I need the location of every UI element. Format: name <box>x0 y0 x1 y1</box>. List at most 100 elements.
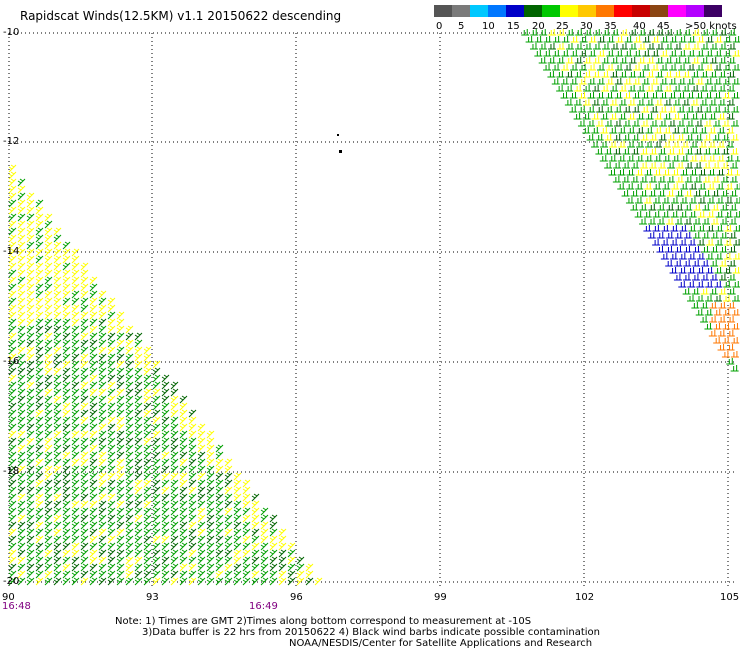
colorbar-label: 30 <box>580 21 593 32</box>
wind-barb <box>116 388 125 397</box>
wind-barb <box>678 253 687 260</box>
wind-barb <box>641 106 650 113</box>
wind-barb <box>80 430 89 439</box>
wind-barb <box>670 197 679 204</box>
wind-barb <box>692 260 701 267</box>
wind-barb <box>206 472 215 481</box>
wind-barb <box>638 29 647 36</box>
wind-barb <box>35 269 44 278</box>
wind-barb <box>116 570 125 579</box>
wind-barb <box>251 521 260 530</box>
wind-barb <box>206 563 215 572</box>
wind-barb <box>98 290 107 299</box>
wind-barb <box>98 465 107 474</box>
wind-barb <box>215 472 224 481</box>
wind-barb <box>617 155 626 162</box>
wind-barb <box>134 563 143 572</box>
wind-barb <box>645 113 654 120</box>
wind-barb <box>53 346 62 355</box>
wind-barb <box>640 162 649 169</box>
wind-barb <box>71 325 80 334</box>
wind-barb <box>152 367 161 376</box>
wind-barb <box>17 507 26 516</box>
wind-barb <box>682 71 691 78</box>
wind-barb <box>62 507 71 516</box>
wind-barb <box>633 64 642 71</box>
wind-barb <box>98 549 107 558</box>
wind-barb <box>224 542 233 551</box>
wind-barb <box>287 570 296 579</box>
wind-barb <box>134 451 143 460</box>
wind-barb <box>71 444 80 453</box>
wind-barb <box>224 577 233 586</box>
wind-barb <box>134 444 143 453</box>
wind-barb <box>71 381 80 390</box>
wind-barb <box>684 176 693 183</box>
wind-barb <box>698 183 707 190</box>
wind-barb <box>678 267 687 274</box>
wind-barb <box>89 332 98 341</box>
wind-barb <box>659 106 668 113</box>
wind-barb <box>26 276 35 285</box>
wind-barb <box>699 99 708 106</box>
wind-barb <box>8 227 17 236</box>
colorbar-swatch <box>542 5 560 17</box>
wind-barb <box>611 29 620 36</box>
wind-barb <box>98 374 107 383</box>
wind-barb <box>8 185 17 194</box>
wind-barb <box>161 409 170 418</box>
wind-barb <box>80 311 89 320</box>
wind-barb <box>197 521 206 530</box>
wind-barb <box>62 374 71 383</box>
wind-barb <box>723 64 732 71</box>
wind-barb <box>62 521 71 530</box>
wind-barb <box>552 36 561 43</box>
wind-barb <box>530 29 539 36</box>
wind-barb <box>197 465 206 474</box>
wind-barb <box>552 50 561 57</box>
wind-barb <box>62 409 71 418</box>
wind-barb <box>8 192 17 201</box>
wind-barb <box>682 85 691 92</box>
wind-barb <box>668 78 677 85</box>
wind-barb <box>116 367 125 376</box>
wind-barb <box>8 451 17 460</box>
wind-barb <box>714 281 723 288</box>
wind-barb <box>80 472 89 481</box>
wind-barb <box>53 290 62 299</box>
wind-barb <box>143 458 152 467</box>
wind-barb <box>134 514 143 523</box>
wind-barb <box>197 472 206 481</box>
wind-barb <box>675 218 684 225</box>
wind-barb <box>8 395 17 404</box>
wind-barb <box>215 458 224 467</box>
colorbar-swatch <box>506 5 524 17</box>
wind-barb <box>610 57 619 64</box>
wind-barb <box>716 155 725 162</box>
wind-barb <box>673 274 682 281</box>
wind-barb <box>224 493 233 502</box>
wind-barb <box>197 542 206 551</box>
wind-barb <box>700 43 709 50</box>
wind-barb <box>80 486 89 495</box>
wind-barb <box>170 500 179 509</box>
wind-barb <box>179 549 188 558</box>
wind-barb <box>724 211 733 218</box>
wind-barb <box>170 437 179 446</box>
wind-barb <box>134 353 143 362</box>
wind-barb <box>62 360 71 369</box>
wind-barb <box>62 423 71 432</box>
wind-barb <box>71 458 80 467</box>
wind-barb <box>714 50 723 57</box>
wind-barb <box>619 57 628 64</box>
wind-barb <box>614 106 623 113</box>
wind-barb <box>8 367 17 376</box>
wind-barb <box>718 288 727 295</box>
wind-barb <box>53 507 62 516</box>
wind-barb <box>44 563 53 572</box>
wind-barb <box>600 113 609 120</box>
wind-barb <box>125 388 134 397</box>
wind-barb <box>569 106 578 113</box>
wind-barb <box>8 542 17 551</box>
wind-barb <box>107 395 116 404</box>
